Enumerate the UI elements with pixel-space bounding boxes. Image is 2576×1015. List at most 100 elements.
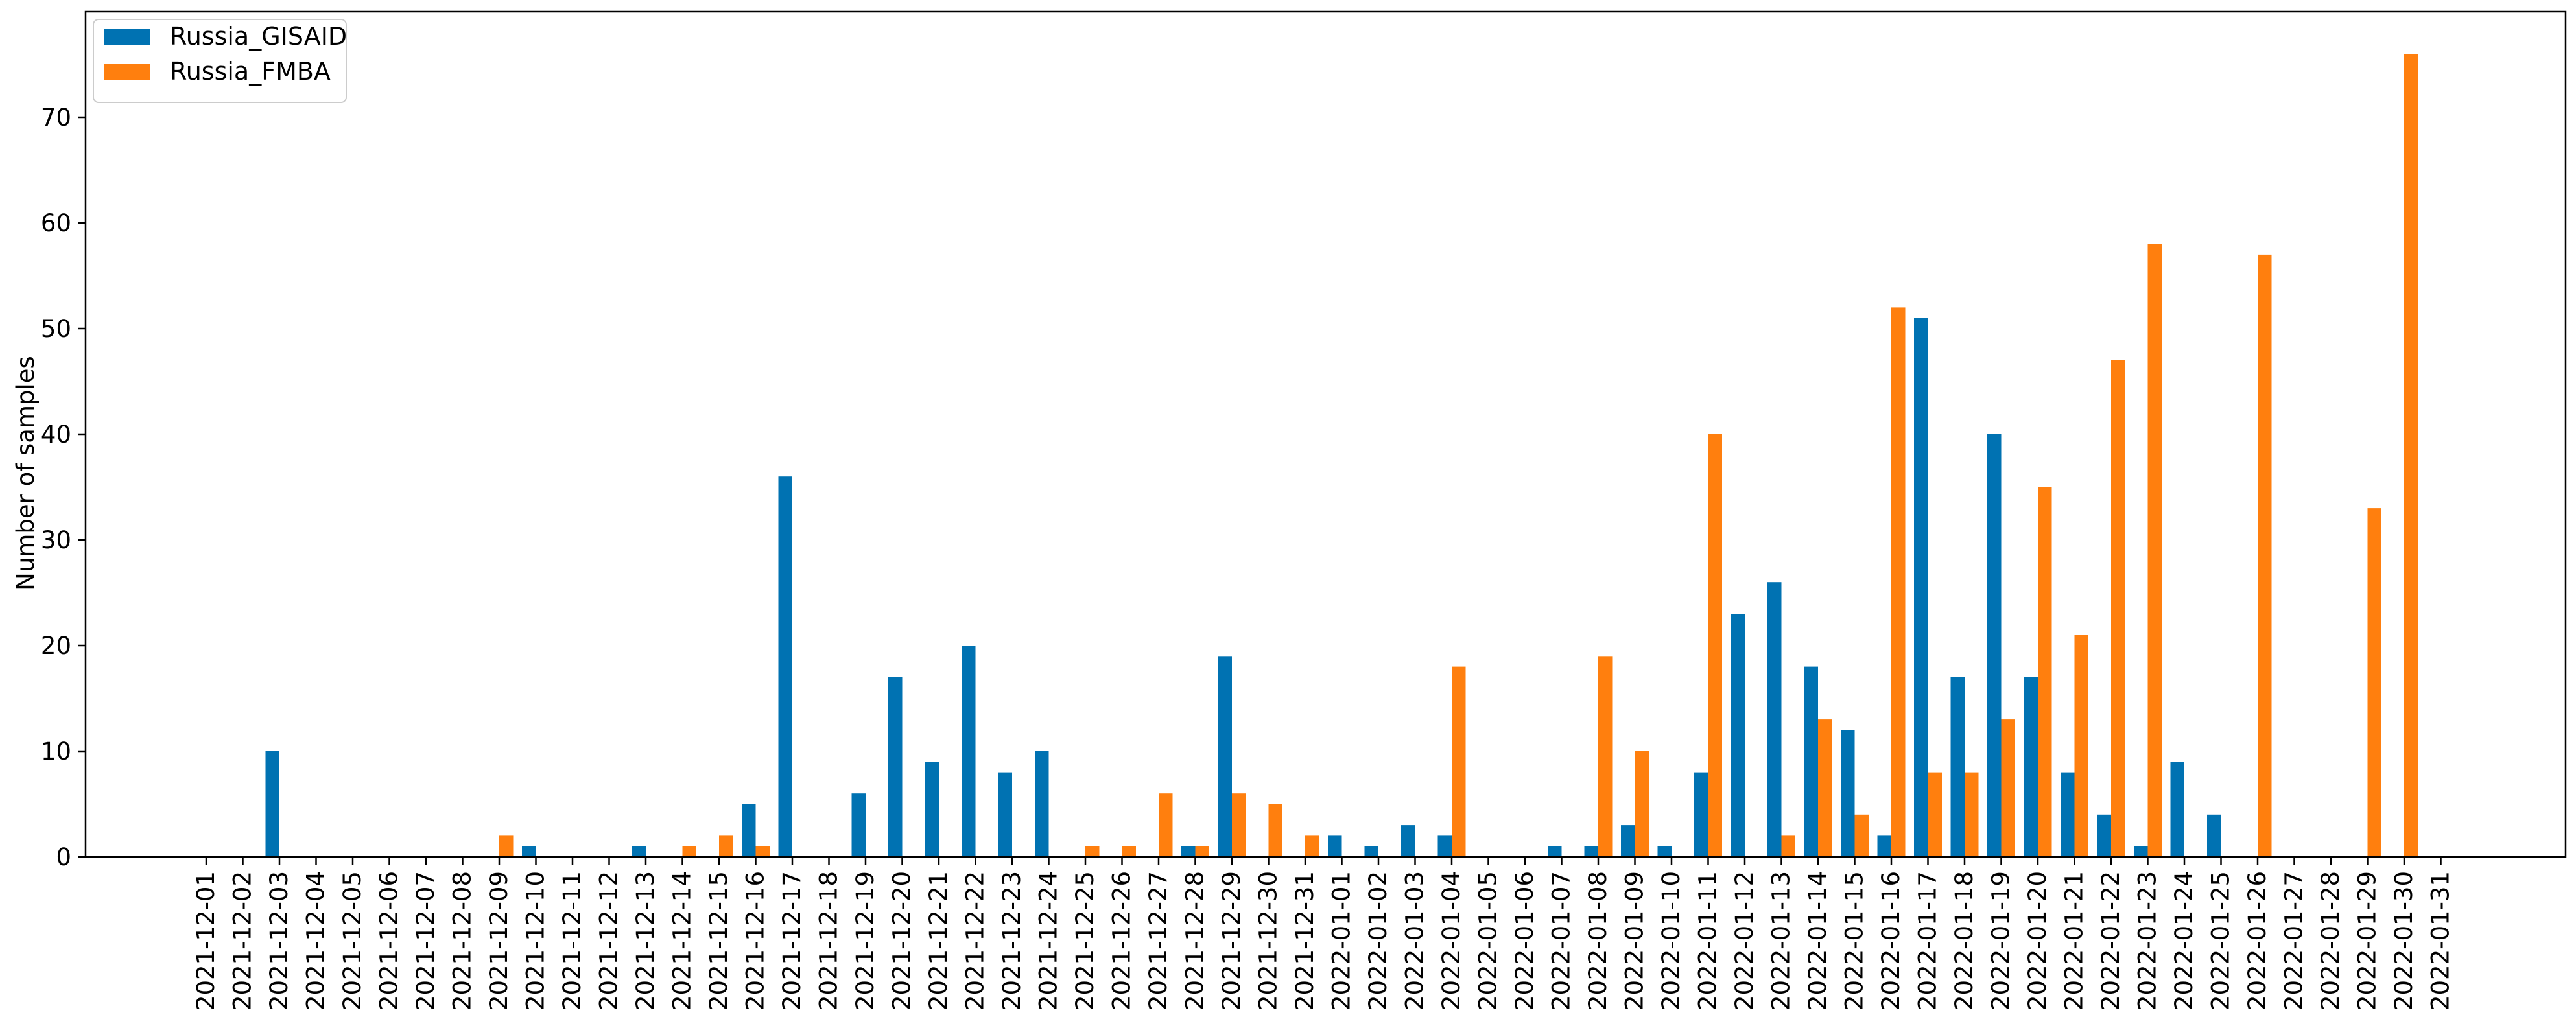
bar-fmba-2021-12-29 — [1232, 793, 1246, 857]
legend-swatch-gisaid — [104, 29, 150, 45]
x-tick-label: 2021-12-05 — [338, 871, 366, 1010]
x-tick-label: 2021-12-25 — [1071, 871, 1099, 1010]
bar-fmba-2022-01-17 — [1928, 772, 1942, 857]
x-tick-label: 2022-01-04 — [1437, 871, 1465, 1010]
bar-gisaid-2021-12-10 — [522, 846, 536, 857]
bar-fmba-2021-12-09 — [499, 835, 514, 857]
bar-fmba-2022-01-16 — [1891, 307, 1906, 857]
legend: Russia_GISAID Russia_FMBA — [93, 19, 347, 103]
bar-gisaid-2022-01-08 — [1584, 846, 1598, 857]
x-tick-label: 2021-12-15 — [705, 871, 733, 1010]
y-tick-label: 40 — [41, 421, 71, 449]
x-tick-label: 2021-12-07 — [412, 871, 440, 1010]
x-tick-label: 2022-01-08 — [1584, 871, 1612, 1010]
x-tick-label: 2021-12-17 — [778, 871, 806, 1010]
x-tick-label: 2021-12-02 — [229, 871, 257, 1010]
x-tick-label: 2022-01-16 — [1877, 871, 1905, 1010]
x-tick-label: 2022-01-05 — [1474, 871, 1502, 1010]
x-tick-label: 2021-12-22 — [962, 871, 989, 1010]
x-tick-label: 2021-12-11 — [558, 871, 586, 1010]
bar-fmba-2022-01-26 — [2258, 254, 2272, 857]
bar-gisaid-2022-01-24 — [2170, 762, 2184, 857]
x-tick-label: 2022-01-31 — [2427, 871, 2455, 1010]
bar-gisaid-2021-12-17 — [778, 476, 792, 857]
x-tick-label: 2022-01-29 — [2354, 871, 2381, 1010]
x-tick-label: 2022-01-20 — [2024, 871, 2051, 1010]
y-tick-label: 50 — [41, 315, 71, 343]
x-tick-label: 2022-01-26 — [2243, 871, 2271, 1010]
x-tick-label: 2021-12-08 — [449, 871, 477, 1010]
y-tick-label: 10 — [41, 738, 71, 765]
x-tick-label: 2021-12-31 — [1291, 871, 1319, 1010]
x-tick-label: 2022-01-17 — [1914, 871, 1942, 1010]
legend-swatch-fmba — [104, 64, 150, 80]
x-tick-label: 2021-12-04 — [302, 871, 330, 1010]
x-tick-label: 2022-01-09 — [1621, 871, 1649, 1010]
x-tick-label: 2021-12-13 — [632, 871, 659, 1010]
x-tick-label: 2021-12-26 — [1108, 871, 1136, 1010]
bar-fmba-2022-01-30 — [2404, 54, 2418, 858]
bar-fmba-2022-01-14 — [1818, 719, 1832, 857]
bar-gisaid-2022-01-10 — [1657, 846, 1672, 857]
bar-gisaid-2022-01-19 — [1987, 434, 2002, 857]
bar-gisaid-2022-01-23 — [2134, 846, 2148, 857]
bar-gisaid-2022-01-04 — [1437, 835, 1452, 857]
bar-gisaid-2022-01-01 — [1328, 835, 1342, 857]
bar-gisaid-2022-01-14 — [1804, 666, 1818, 857]
x-tick-label: 2021-12-29 — [1218, 871, 1246, 1010]
bar-gisaid-2021-12-19 — [851, 793, 866, 857]
x-tick-label: 2022-01-03 — [1401, 871, 1429, 1010]
bar-fmba-2021-12-16 — [755, 846, 770, 857]
bar-gisaid-2021-12-28 — [1181, 846, 1196, 857]
x-tick-label: 2022-01-21 — [2061, 871, 2088, 1010]
x-tick-label: 2021-12-27 — [1144, 871, 1172, 1010]
x-tick-label: 2022-01-23 — [2134, 871, 2162, 1010]
bar-gisaid-2021-12-20 — [888, 677, 903, 857]
bar-gisaid-2022-01-03 — [1401, 825, 1415, 857]
bar-gisaid-2022-01-22 — [2097, 814, 2111, 857]
x-tick-label: 2022-01-11 — [1694, 871, 1722, 1010]
x-tick-label: 2021-12-01 — [192, 871, 220, 1010]
x-tick-label: 2021-12-18 — [815, 871, 843, 1010]
bar-gisaid-2021-12-13 — [632, 846, 646, 857]
bar-gisaid-2022-01-20 — [2024, 677, 2038, 857]
x-tick-label: 2022-01-13 — [1767, 871, 1795, 1010]
x-tick-label: 2022-01-27 — [2280, 871, 2308, 1010]
bar-fmba-2021-12-26 — [1122, 846, 1136, 857]
x-tick-label: 2022-01-15 — [1841, 871, 1869, 1010]
bar-gisaid-2021-12-16 — [742, 804, 756, 857]
y-tick-label: 0 — [56, 843, 71, 871]
x-tick-label: 2021-12-12 — [595, 871, 623, 1010]
x-tick-label: 2021-12-16 — [742, 871, 770, 1010]
x-tick-label: 2022-01-14 — [1804, 871, 1832, 1010]
bar-gisaid-2021-12-23 — [998, 772, 1012, 857]
x-tick-label: 2021-12-14 — [668, 871, 696, 1010]
bar-gisaid-2022-01-02 — [1364, 846, 1378, 857]
bar-fmba-2022-01-11 — [1708, 434, 1722, 857]
bar-fmba-2022-01-15 — [1854, 814, 1869, 857]
x-tick-label: 2021-12-23 — [998, 871, 1026, 1010]
bar-gisaid-2022-01-13 — [1767, 582, 1782, 857]
y-tick-label: 20 — [41, 632, 71, 660]
x-tick-label: 2022-01-06 — [1511, 871, 1539, 1010]
bar-gisaid-2022-01-16 — [1877, 835, 1891, 857]
x-tick-label: 2021-12-10 — [522, 871, 550, 1010]
bar-gisaid-2021-12-22 — [962, 646, 976, 857]
x-tick-label: 2022-01-30 — [2390, 871, 2418, 1010]
bar-gisaid-2022-01-12 — [1731, 614, 1745, 857]
x-axis: 2021-12-01 2021-12-02 2021-12-03 2021-12-04… — [192, 857, 2455, 1010]
x-tick-label: 2021-12-21 — [925, 871, 952, 1010]
bar-gisaid-2022-01-25 — [2207, 814, 2221, 857]
legend-label-gisaid: Russia_GISAID — [170, 22, 347, 51]
y-tick-label: 70 — [41, 104, 71, 132]
bar-fmba-2021-12-31 — [1305, 835, 1319, 857]
bar-gisaid-2021-12-21 — [925, 762, 939, 857]
bar-fmba-2021-12-28 — [1195, 846, 1209, 857]
x-tick-label: 2021-12-06 — [375, 871, 403, 1010]
x-tick-label: 2022-01-18 — [1950, 871, 1978, 1010]
bar-gisaid-2022-01-18 — [1950, 677, 1965, 857]
bar-fmba-2022-01-20 — [2038, 487, 2052, 857]
x-tick-label: 2021-12-19 — [851, 871, 879, 1010]
bar-fmba-2022-01-18 — [1965, 772, 1979, 857]
